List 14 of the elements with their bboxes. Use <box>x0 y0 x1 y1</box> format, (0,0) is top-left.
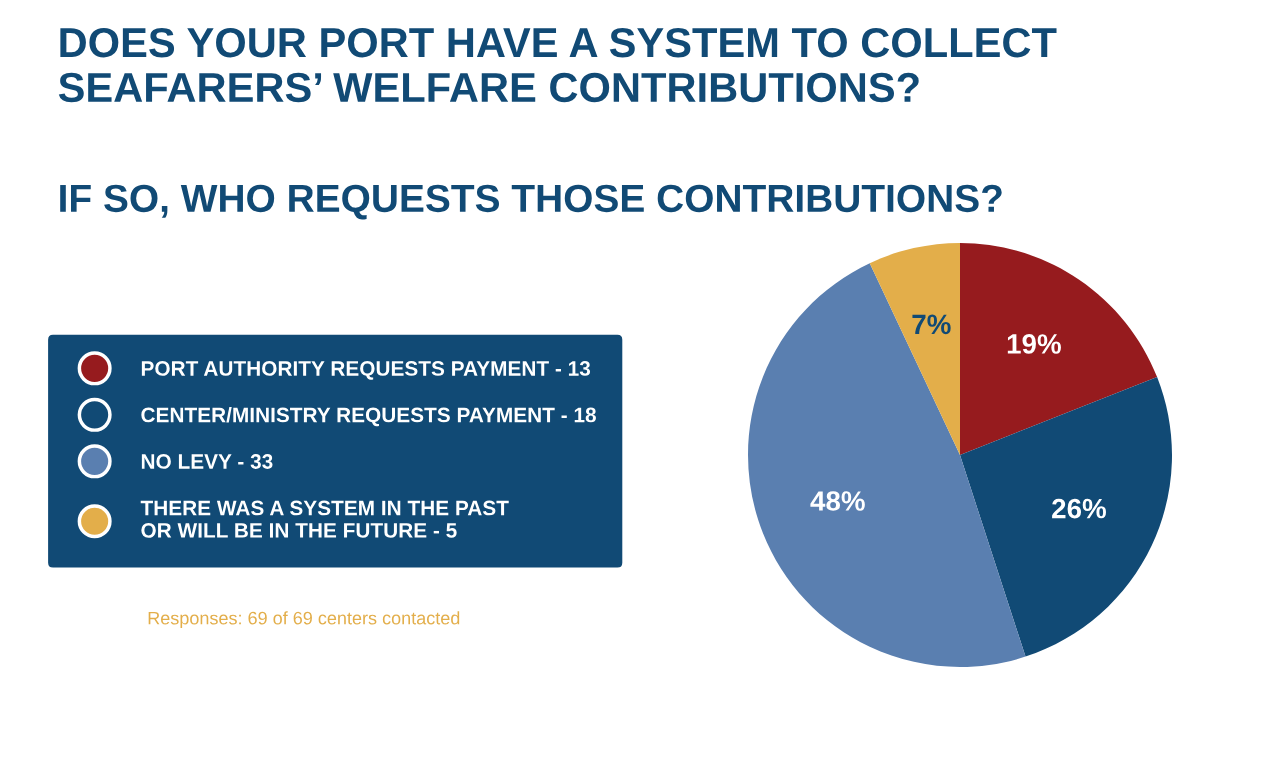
data-label: 48% <box>810 491 865 511</box>
legend-label: NO LEVY - 33 <box>141 454 273 469</box>
data-label: 19% <box>1007 334 1061 354</box>
chart-title: DOES YOUR PORT HAVE A SYSTEM TO COLLECT SEAFARERS’ WELFARE CONTRIBUTIONS? <box>58 27 1057 103</box>
legend-label: THERE WAS A SYSTEM IN THE PAST OR WILL BE IN THE FUTURE - 5 <box>140 500 509 538</box>
data-label: 7% <box>912 314 951 335</box>
pie-slice <box>960 376 1172 657</box>
chart-subtitle: IF SO, WHO REQUESTS THOSE CONTRIBUTIONS? <box>60 184 1002 220</box>
pie-slice <box>869 243 960 455</box>
pie-slice <box>960 243 1158 455</box>
legend-label: CENTER/MINISTRY REQUESTS PAYMENT - 18 <box>141 407 596 427</box>
text: Responses: 69 of 69 centers contacted <box>148 611 460 629</box>
data-label: 26% <box>1052 498 1106 519</box>
legend-label: PORT AUTHORITY REQUESTS PAYMENT - 13 <box>141 361 591 380</box>
